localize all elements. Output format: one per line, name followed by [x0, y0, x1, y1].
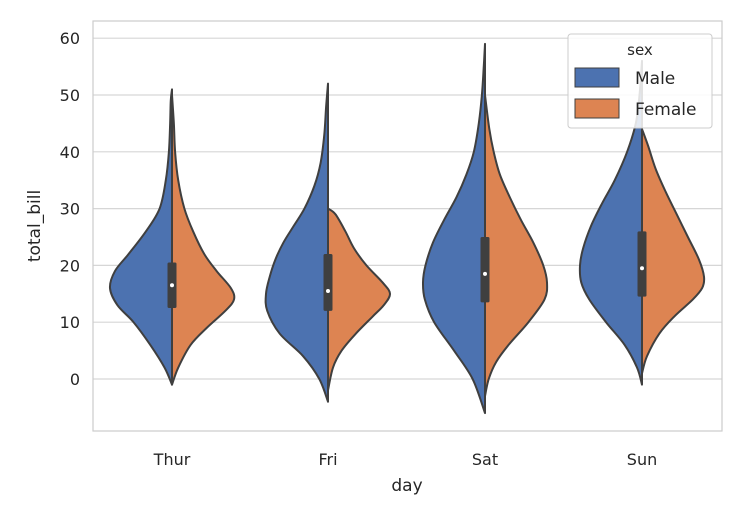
- y-tick-label: 10: [60, 313, 80, 332]
- y-tick-label: 40: [60, 143, 80, 162]
- violin-male-sun: [578, 59, 643, 386]
- box-sat: [480, 237, 490, 303]
- x-tick-label: Thur: [153, 450, 191, 469]
- legend-label-female: Female: [635, 100, 696, 120]
- y-axis-label: total_bill: [25, 190, 45, 262]
- violin-female-thur: [171, 94, 236, 386]
- legend-title: sex: [627, 41, 653, 59]
- legend: sex Male Female: [567, 33, 713, 129]
- x-axis-label: day: [391, 476, 422, 496]
- x-tick-label: Sat: [472, 450, 498, 469]
- violin-female-sat: [484, 94, 549, 398]
- y-tick-label: 30: [60, 200, 80, 219]
- median-sat: [483, 271, 487, 276]
- y-tick-label: 50: [60, 86, 80, 105]
- plot-frame: [92, 20, 723, 432]
- median-sun: [640, 266, 644, 271]
- legend-label-male: Male: [635, 69, 675, 89]
- x-tick-label: Sun: [627, 450, 657, 469]
- violin-female-sun: [641, 128, 706, 375]
- y-tick-label: 60: [60, 29, 80, 48]
- violins: [108, 42, 706, 415]
- median-thur: [170, 283, 174, 288]
- median-fri: [326, 288, 330, 293]
- legend-swatch-female: [574, 98, 620, 119]
- box-sun: [637, 231, 647, 297]
- violin-female-fri: [327, 207, 391, 392]
- violin-male-thur: [108, 88, 173, 386]
- y-tick-label: 0: [70, 370, 80, 389]
- x-tick-label: Fri: [318, 450, 337, 469]
- legend-swatch-male: [574, 67, 620, 88]
- violin-male-sat: [421, 42, 486, 415]
- y-tick-labels: 0 10 20 30 40 50 60: [60, 29, 80, 389]
- x-tick-labels: Thur Fri Sat Sun: [153, 450, 658, 469]
- inner-boxes: [167, 231, 647, 311]
- violin-male-fri: [264, 82, 329, 403]
- box-fri: [323, 254, 333, 311]
- y-tick-label: 20: [60, 256, 80, 275]
